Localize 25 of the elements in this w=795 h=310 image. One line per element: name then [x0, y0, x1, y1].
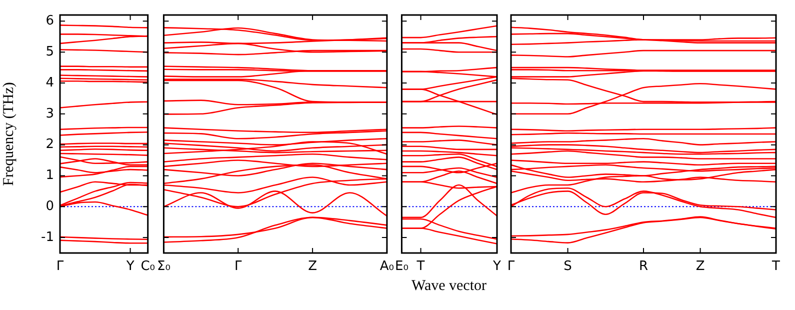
y-tick-label: 5 — [46, 44, 54, 60]
x-tick-label: C₀ — [140, 259, 156, 274]
y-tick-label: 4 — [46, 75, 54, 90]
x-tick-label: Z — [696, 259, 705, 274]
x-axis-title: Wave vector — [410, 278, 488, 295]
x-tick-label: Γ — [507, 259, 516, 274]
x-tick-label: T — [771, 259, 780, 274]
y-tick-label: 2 — [46, 137, 54, 152]
x-tick-label: Γ — [234, 259, 242, 274]
y-tick-label: 1 — [46, 168, 54, 184]
x-tick-label: R — [638, 259, 648, 274]
y-tick-label: 0 — [46, 199, 54, 214]
x-tick-label: Σ₀ — [156, 259, 170, 274]
x-tick-label: T — [416, 259, 425, 274]
y-axis-title: Frequency (THz) — [0, 82, 17, 186]
x-tick-label: Y — [125, 259, 134, 274]
x-tick-label: Y — [492, 259, 502, 274]
x-tick-label: E₀ — [394, 259, 408, 274]
y-tick-label: -1 — [41, 230, 54, 245]
y-tick-label: 6 — [46, 14, 54, 29]
y-tick-label: 3 — [46, 106, 54, 122]
x-tick-label: A₀ — [380, 259, 394, 274]
x-tick-label: Γ — [56, 259, 64, 274]
x-tick-label: S — [564, 259, 572, 274]
x-tick-label: Z — [308, 259, 318, 274]
